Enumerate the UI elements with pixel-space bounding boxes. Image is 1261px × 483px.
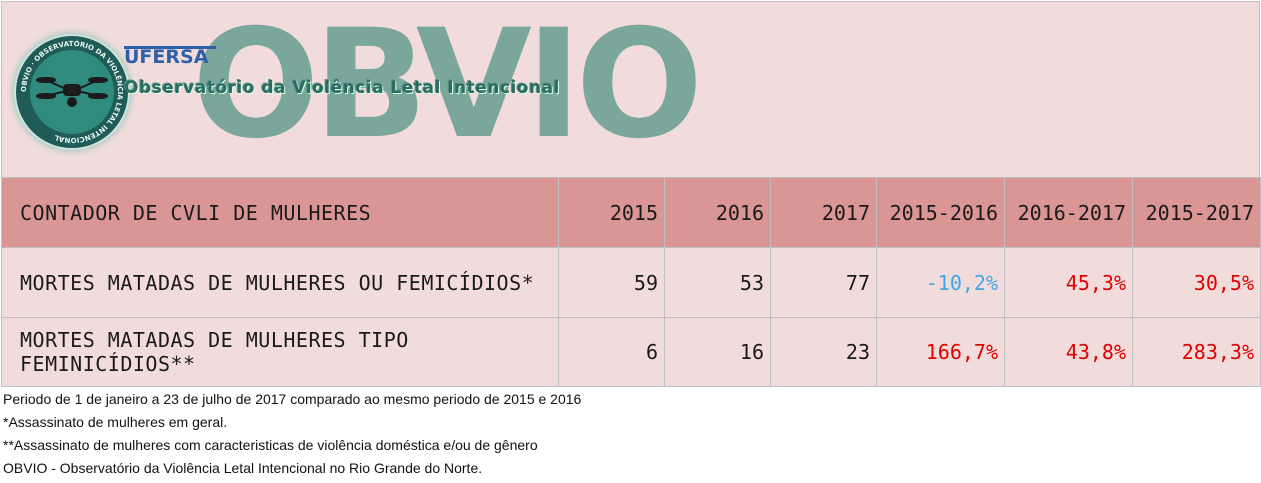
cell-2015: 6 [558,317,665,387]
column-header-2016-2017: 2016-2017 [1004,177,1133,248]
table-row: MORTES MATADAS DE MULHERES TIPO FEMINICÍ… [1,317,1261,387]
footnote-asterisk: *Assassinato de mulheres em geral. [3,414,228,430]
cell-change-2015-2017: 30,5% [1132,247,1261,318]
column-header-2015: 2015 [558,177,665,248]
drone-icon [36,77,108,107]
cell-change-2015-2016: -10,2% [876,247,1005,318]
row-label: MORTES MATADAS DE MULHERES OU FEMICÍDIOS… [1,247,559,318]
banner: OBVIO OBVIO · OBSERVATÓRIO DA VIOLÊNCIA … [1,1,1260,177]
column-header-2017: 2017 [770,177,877,248]
table-row: MORTES MATADAS DE MULHERES OU FEMICÍDIOS… [1,247,1261,318]
brand-watermark: OBVIO [192,1,703,172]
cell-2017: 77 [770,247,877,318]
column-header-2015-2016: 2015-2016 [876,177,1005,248]
ufersa-underline [124,46,216,49]
column-header-2015-2017: 2015-2017 [1132,177,1261,248]
footnote-double-asterisk: **Assassinato de mulheres com caracteris… [3,437,538,453]
university-name: UFERSA [124,46,209,68]
footnote-period: Periodo de 1 de janeiro a 23 de julho de… [3,391,582,407]
observatory-subtitle: Observatório da Violência Letal Intencio… [124,78,560,98]
cell-change-2016-2017: 45,3% [1004,247,1133,318]
table-header-row: CONTADOR DE CVLI DE MULHERES 2015 2016 2… [1,177,1261,248]
cell-change-2015-2017: 283,3% [1132,317,1261,387]
cell-change-2015-2016: 166,7% [876,317,1005,387]
cell-2017: 23 [770,317,877,387]
cell-2016: 53 [664,247,771,318]
cell-change-2016-2017: 43,8% [1004,317,1133,387]
cell-2016: 16 [664,317,771,387]
cvli-table: CONTADOR DE CVLI DE MULHERES 2015 2016 2… [1,177,1261,387]
footnotes: Periodo de 1 de janeiro a 23 de julho de… [3,388,581,480]
footnote-source: OBVIO - Observatório da Violência Letal … [3,460,483,476]
column-header-2016: 2016 [664,177,771,248]
cell-2015: 59 [558,247,665,318]
column-header-counter: CONTADOR DE CVLI DE MULHERES [1,177,559,248]
row-label: MORTES MATADAS DE MULHERES TIPO FEMINICÍ… [1,317,559,387]
obvio-logo: OBVIO · OBSERVATÓRIO DA VIOLÊNCIA LETAL … [14,34,130,150]
